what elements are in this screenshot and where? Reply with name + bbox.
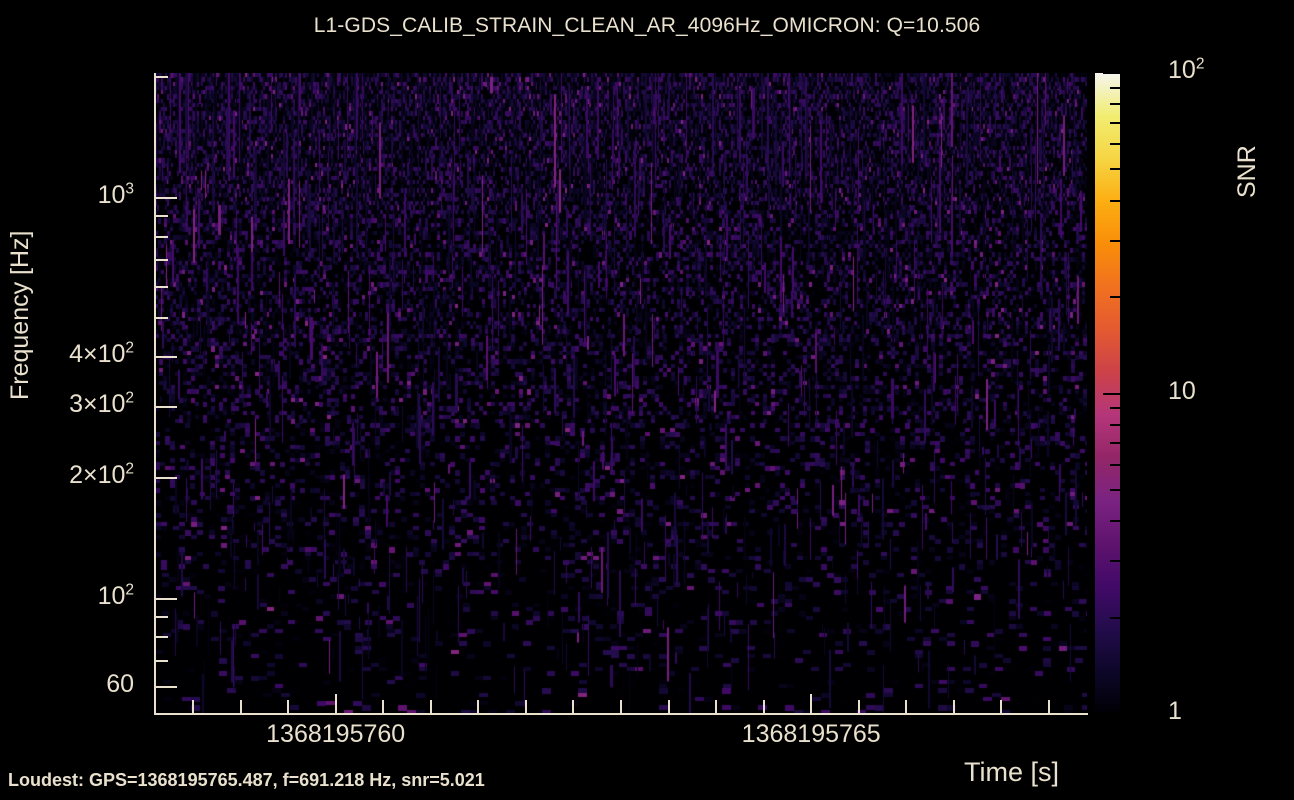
colorbar-label-100: 102 bbox=[1168, 55, 1205, 84]
colorbar-tick-100 bbox=[1103, 72, 1120, 74]
x-axis-title: Time [s] bbox=[964, 757, 1060, 787]
x-tick-label-1368195765: 1368195765 bbox=[741, 720, 881, 748]
y-tick-900 bbox=[156, 215, 168, 218]
y-tick-label-100: 102 bbox=[97, 581, 134, 610]
x-tick bbox=[1000, 700, 1003, 713]
colorbar-tick-30 bbox=[1110, 239, 1120, 242]
x-tick bbox=[429, 700, 432, 713]
colorbar-tick-50 bbox=[1110, 168, 1120, 171]
x-tick bbox=[572, 700, 575, 713]
colorbar-label-1: 1 bbox=[1168, 697, 1182, 725]
y-tick-100 bbox=[156, 597, 177, 600]
y-tick-200 bbox=[156, 476, 177, 479]
colorbar-tick-80 bbox=[1110, 103, 1120, 106]
y-tick-800 bbox=[156, 235, 168, 238]
colorbar-tick-20 bbox=[1110, 296, 1120, 299]
colorbar-tick-70 bbox=[1110, 121, 1120, 124]
y-tick-label-60: 60 bbox=[106, 670, 134, 699]
y-tick-80 bbox=[156, 636, 168, 639]
colorbar-tick-8 bbox=[1110, 423, 1120, 426]
y-tick-2000 bbox=[156, 76, 168, 79]
y-tick-600 bbox=[156, 285, 168, 288]
y-tick-label-400: 4×102 bbox=[69, 339, 134, 369]
x-tick bbox=[667, 700, 670, 713]
y-tick-300 bbox=[156, 406, 177, 409]
colorbar-tick-3 bbox=[1110, 560, 1120, 563]
x-tick bbox=[762, 700, 765, 713]
x-axis-line bbox=[154, 713, 1088, 715]
y-axis-line bbox=[154, 73, 156, 715]
loudest-event-caption: Loudest: GPS=1368195765.487, f=691.218 H… bbox=[8, 770, 485, 790]
x-tick bbox=[477, 700, 480, 713]
colorbar-tick-7 bbox=[1110, 442, 1120, 445]
x-tick bbox=[334, 694, 337, 713]
colorbar-tick-40 bbox=[1110, 199, 1120, 202]
x-tick bbox=[810, 694, 813, 713]
y-tick-label-1000: 103 bbox=[97, 180, 134, 209]
y-tick-400 bbox=[156, 356, 177, 359]
colorbar-tick-2 bbox=[1110, 616, 1120, 619]
y-axis-title: Frequency [Hz] bbox=[6, 230, 34, 400]
colorbar-tick-1 bbox=[1103, 713, 1120, 715]
colorbar-title: SNR bbox=[1233, 145, 1261, 198]
colorbar-tick-5 bbox=[1110, 488, 1120, 491]
x-tick-label-1368195760: 1368195760 bbox=[266, 720, 406, 748]
x-tick bbox=[952, 700, 955, 713]
x-tick bbox=[524, 700, 527, 713]
x-tick bbox=[620, 700, 622, 713]
colorbar-label-10: 10 bbox=[1168, 376, 1196, 405]
x-tick bbox=[382, 700, 385, 713]
spectrogram-canvas[interactable] bbox=[155, 73, 1087, 714]
colorbar-tick-6 bbox=[1110, 463, 1120, 466]
y-tick-1000 bbox=[156, 196, 177, 199]
x-tick bbox=[715, 700, 718, 713]
y-tick-500 bbox=[156, 317, 168, 320]
colorbar-tick-90 bbox=[1110, 86, 1120, 89]
x-tick bbox=[239, 700, 242, 713]
y-tick-700 bbox=[156, 258, 168, 261]
y-tick-70 bbox=[156, 659, 168, 662]
x-tick bbox=[287, 700, 290, 713]
spectrogram-plot[interactable] bbox=[155, 73, 1087, 714]
page-title: L1-GDS_CALIB_STRAIN_CLEAN_AR_4096Hz_OMIC… bbox=[313, 14, 981, 37]
y-tick-60 bbox=[156, 686, 177, 689]
x-tick bbox=[905, 700, 908, 713]
x-tick bbox=[1047, 700, 1050, 713]
x-tick bbox=[192, 700, 195, 713]
x-tick bbox=[857, 700, 860, 713]
y-tick-label-200: 2×102 bbox=[69, 460, 134, 489]
colorbar-tick-9 bbox=[1110, 407, 1120, 410]
y-tick-label-300: 3×102 bbox=[69, 389, 134, 419]
colorbar-tick-4 bbox=[1110, 520, 1120, 523]
colorbar[interactable] bbox=[1095, 72, 1120, 715]
colorbar-tick-10 bbox=[1103, 392, 1120, 395]
y-tick-90 bbox=[156, 615, 168, 618]
colorbar-tick-60 bbox=[1110, 143, 1120, 146]
